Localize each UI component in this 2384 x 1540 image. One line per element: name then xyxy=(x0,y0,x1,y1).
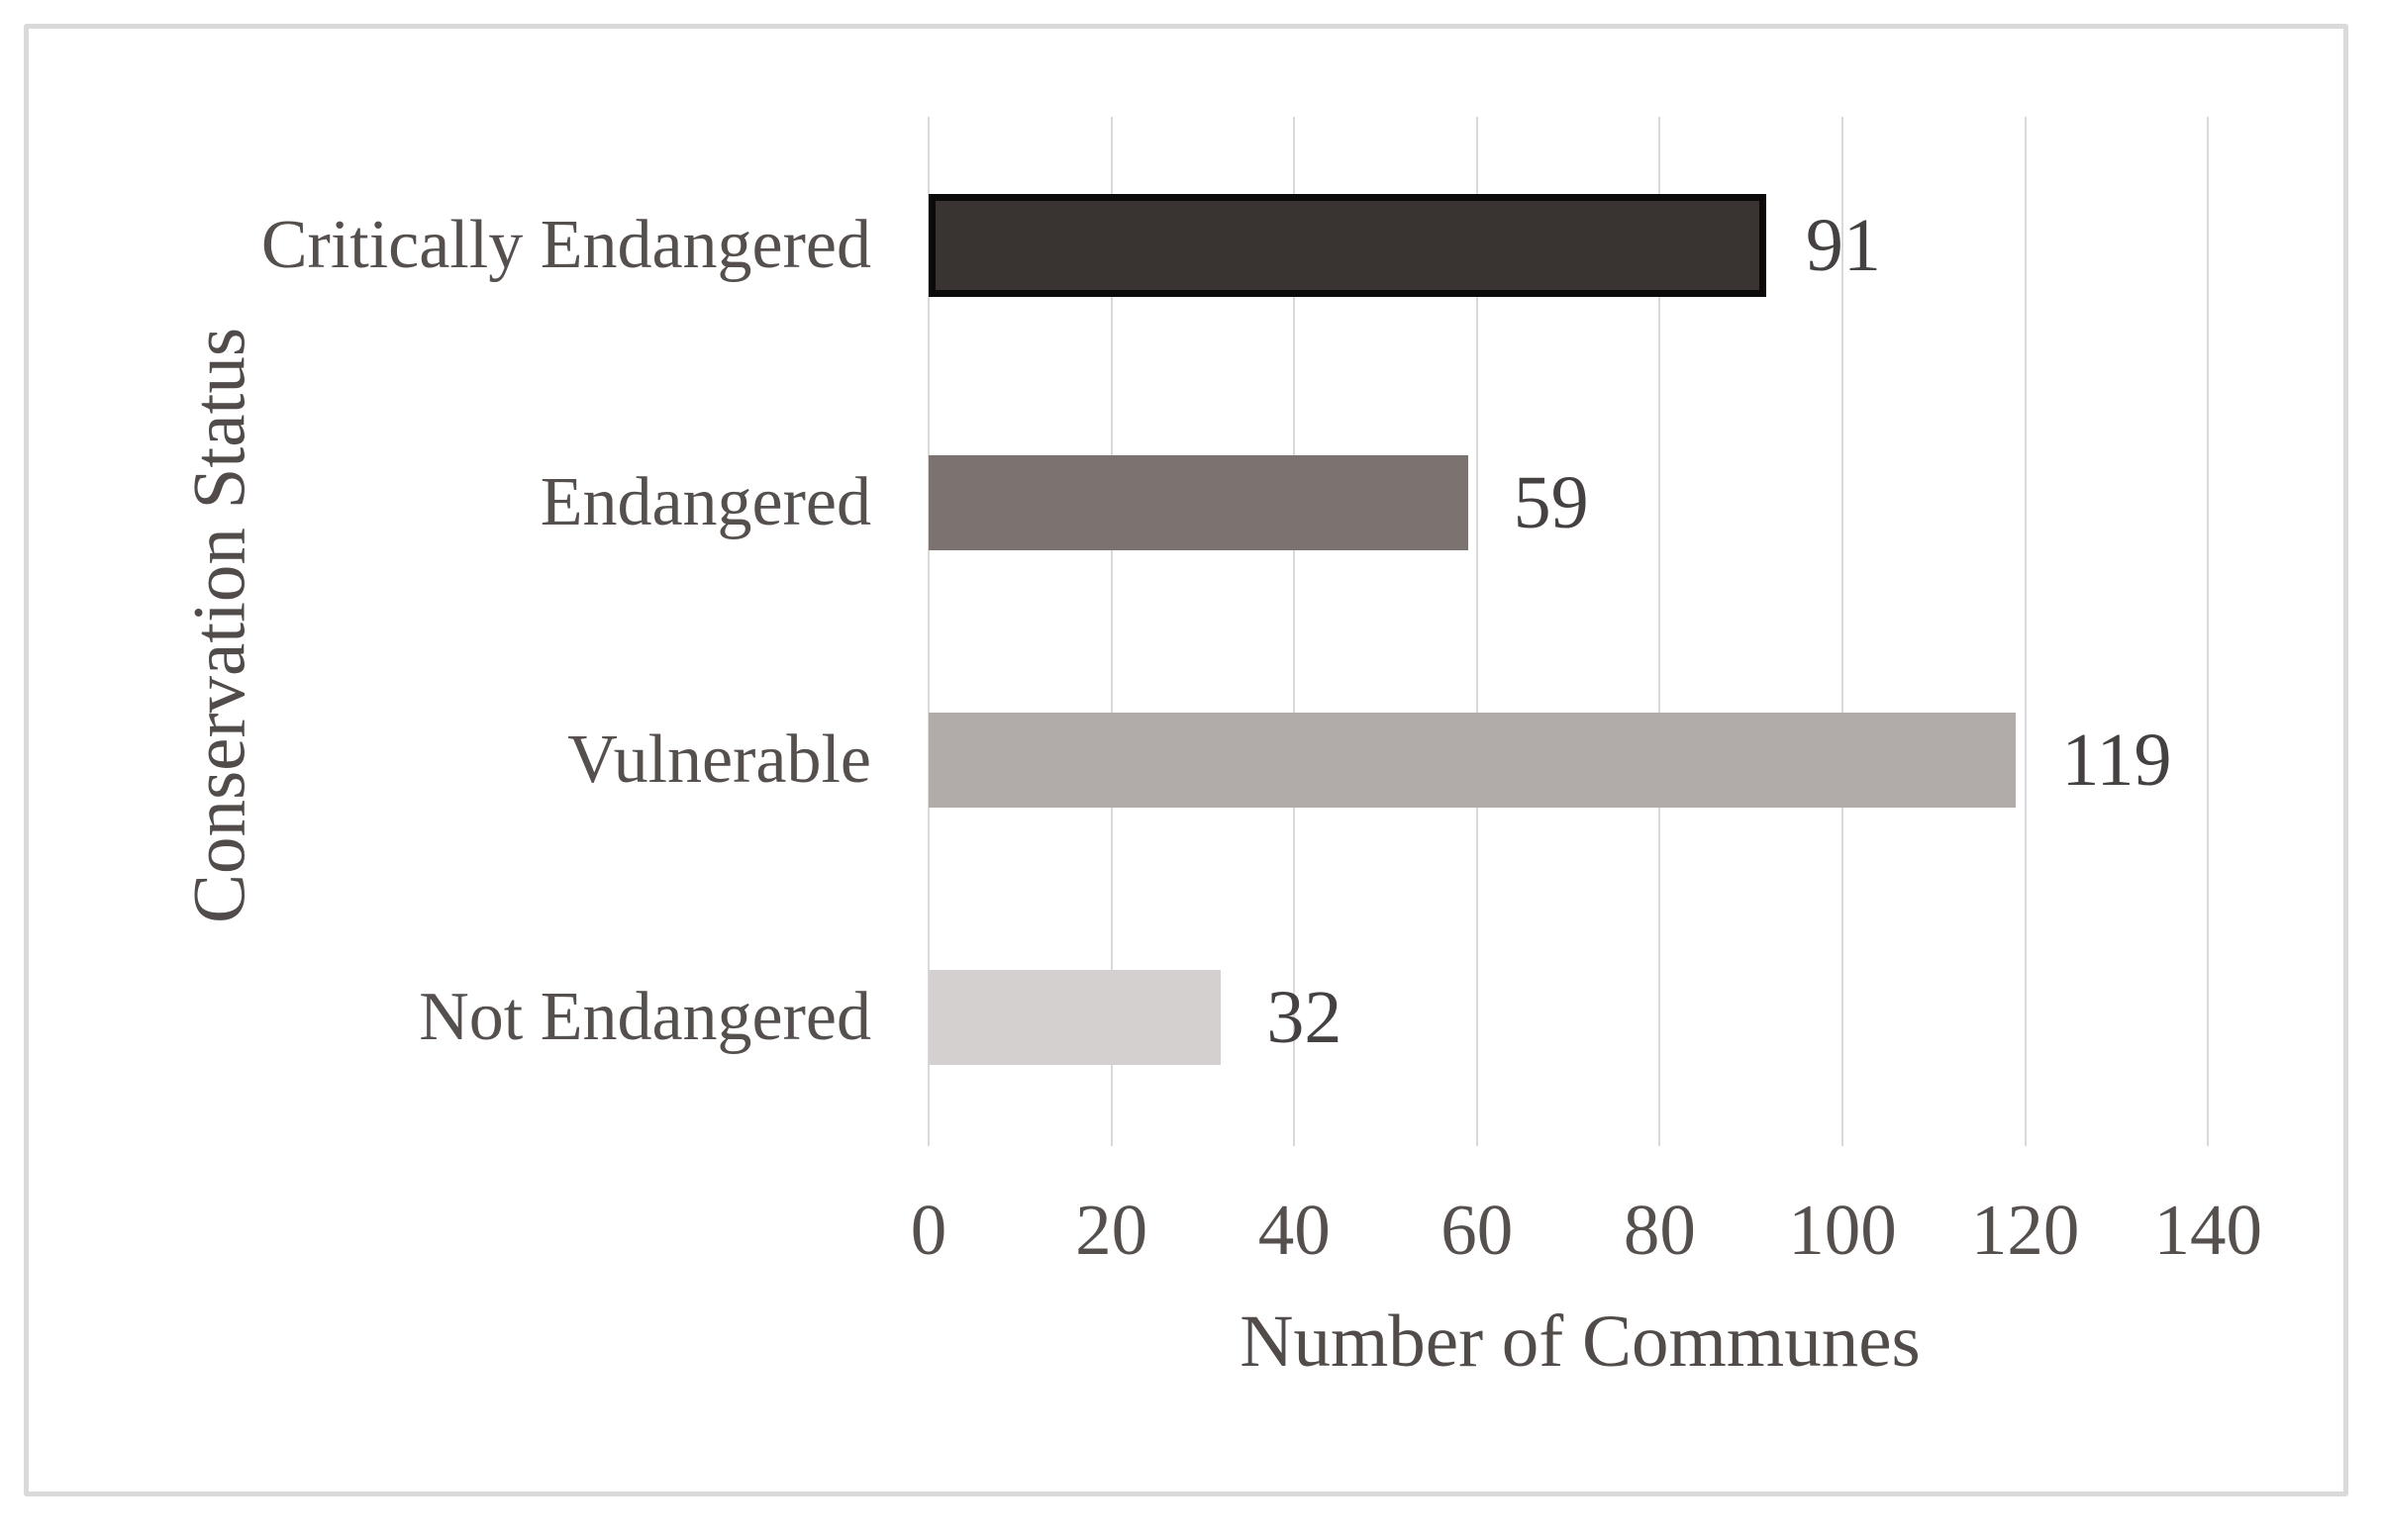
gridline-80 xyxy=(1658,117,1661,1146)
x-tick-label-60: 60 xyxy=(1440,1190,1514,1270)
gridline-140 xyxy=(2207,117,2210,1146)
category-label-not-endangered: Not Endangered xyxy=(419,979,871,1055)
x-tick-label-40: 40 xyxy=(1257,1190,1331,1270)
gridline-20 xyxy=(1110,117,1113,1146)
x-tick-label-80: 80 xyxy=(1623,1190,1696,1270)
gridline-100 xyxy=(1841,117,1843,1146)
bar-vulnerable xyxy=(929,713,2017,808)
bar-not-endangered xyxy=(929,970,1222,1065)
y-axis-title: Conservation Status xyxy=(178,327,261,924)
category-label-endangered: Endangered xyxy=(540,464,871,540)
data-label-vulnerable: 119 xyxy=(2061,719,2172,802)
category-label-critically-endangered: Critically Endangered xyxy=(260,207,871,283)
x-tick-label-20: 20 xyxy=(1075,1190,1148,1270)
category-label-vulnerable: Vulnerable xyxy=(567,722,871,798)
data-label-not-endangered: 32 xyxy=(1266,976,1342,1059)
figure-border xyxy=(24,24,2348,1496)
x-tick-label-100: 100 xyxy=(1788,1190,1897,1270)
gridline-0 xyxy=(928,117,930,1146)
bar-critically-endangered xyxy=(929,194,1766,297)
gridline-120 xyxy=(2024,117,2027,1146)
x-tick-label-120: 120 xyxy=(1970,1190,2080,1270)
x-tick-label-0: 0 xyxy=(910,1190,947,1270)
bar-endangered xyxy=(929,455,1468,550)
x-axis-title: Number of Communes xyxy=(1240,1300,1921,1383)
gridline-40 xyxy=(1293,117,1296,1146)
data-label-critically-endangered: 91 xyxy=(1805,204,1881,287)
data-label-endangered: 59 xyxy=(1513,461,1589,544)
x-tick-label-140: 140 xyxy=(2153,1190,2262,1270)
gridline-60 xyxy=(1475,117,1478,1146)
